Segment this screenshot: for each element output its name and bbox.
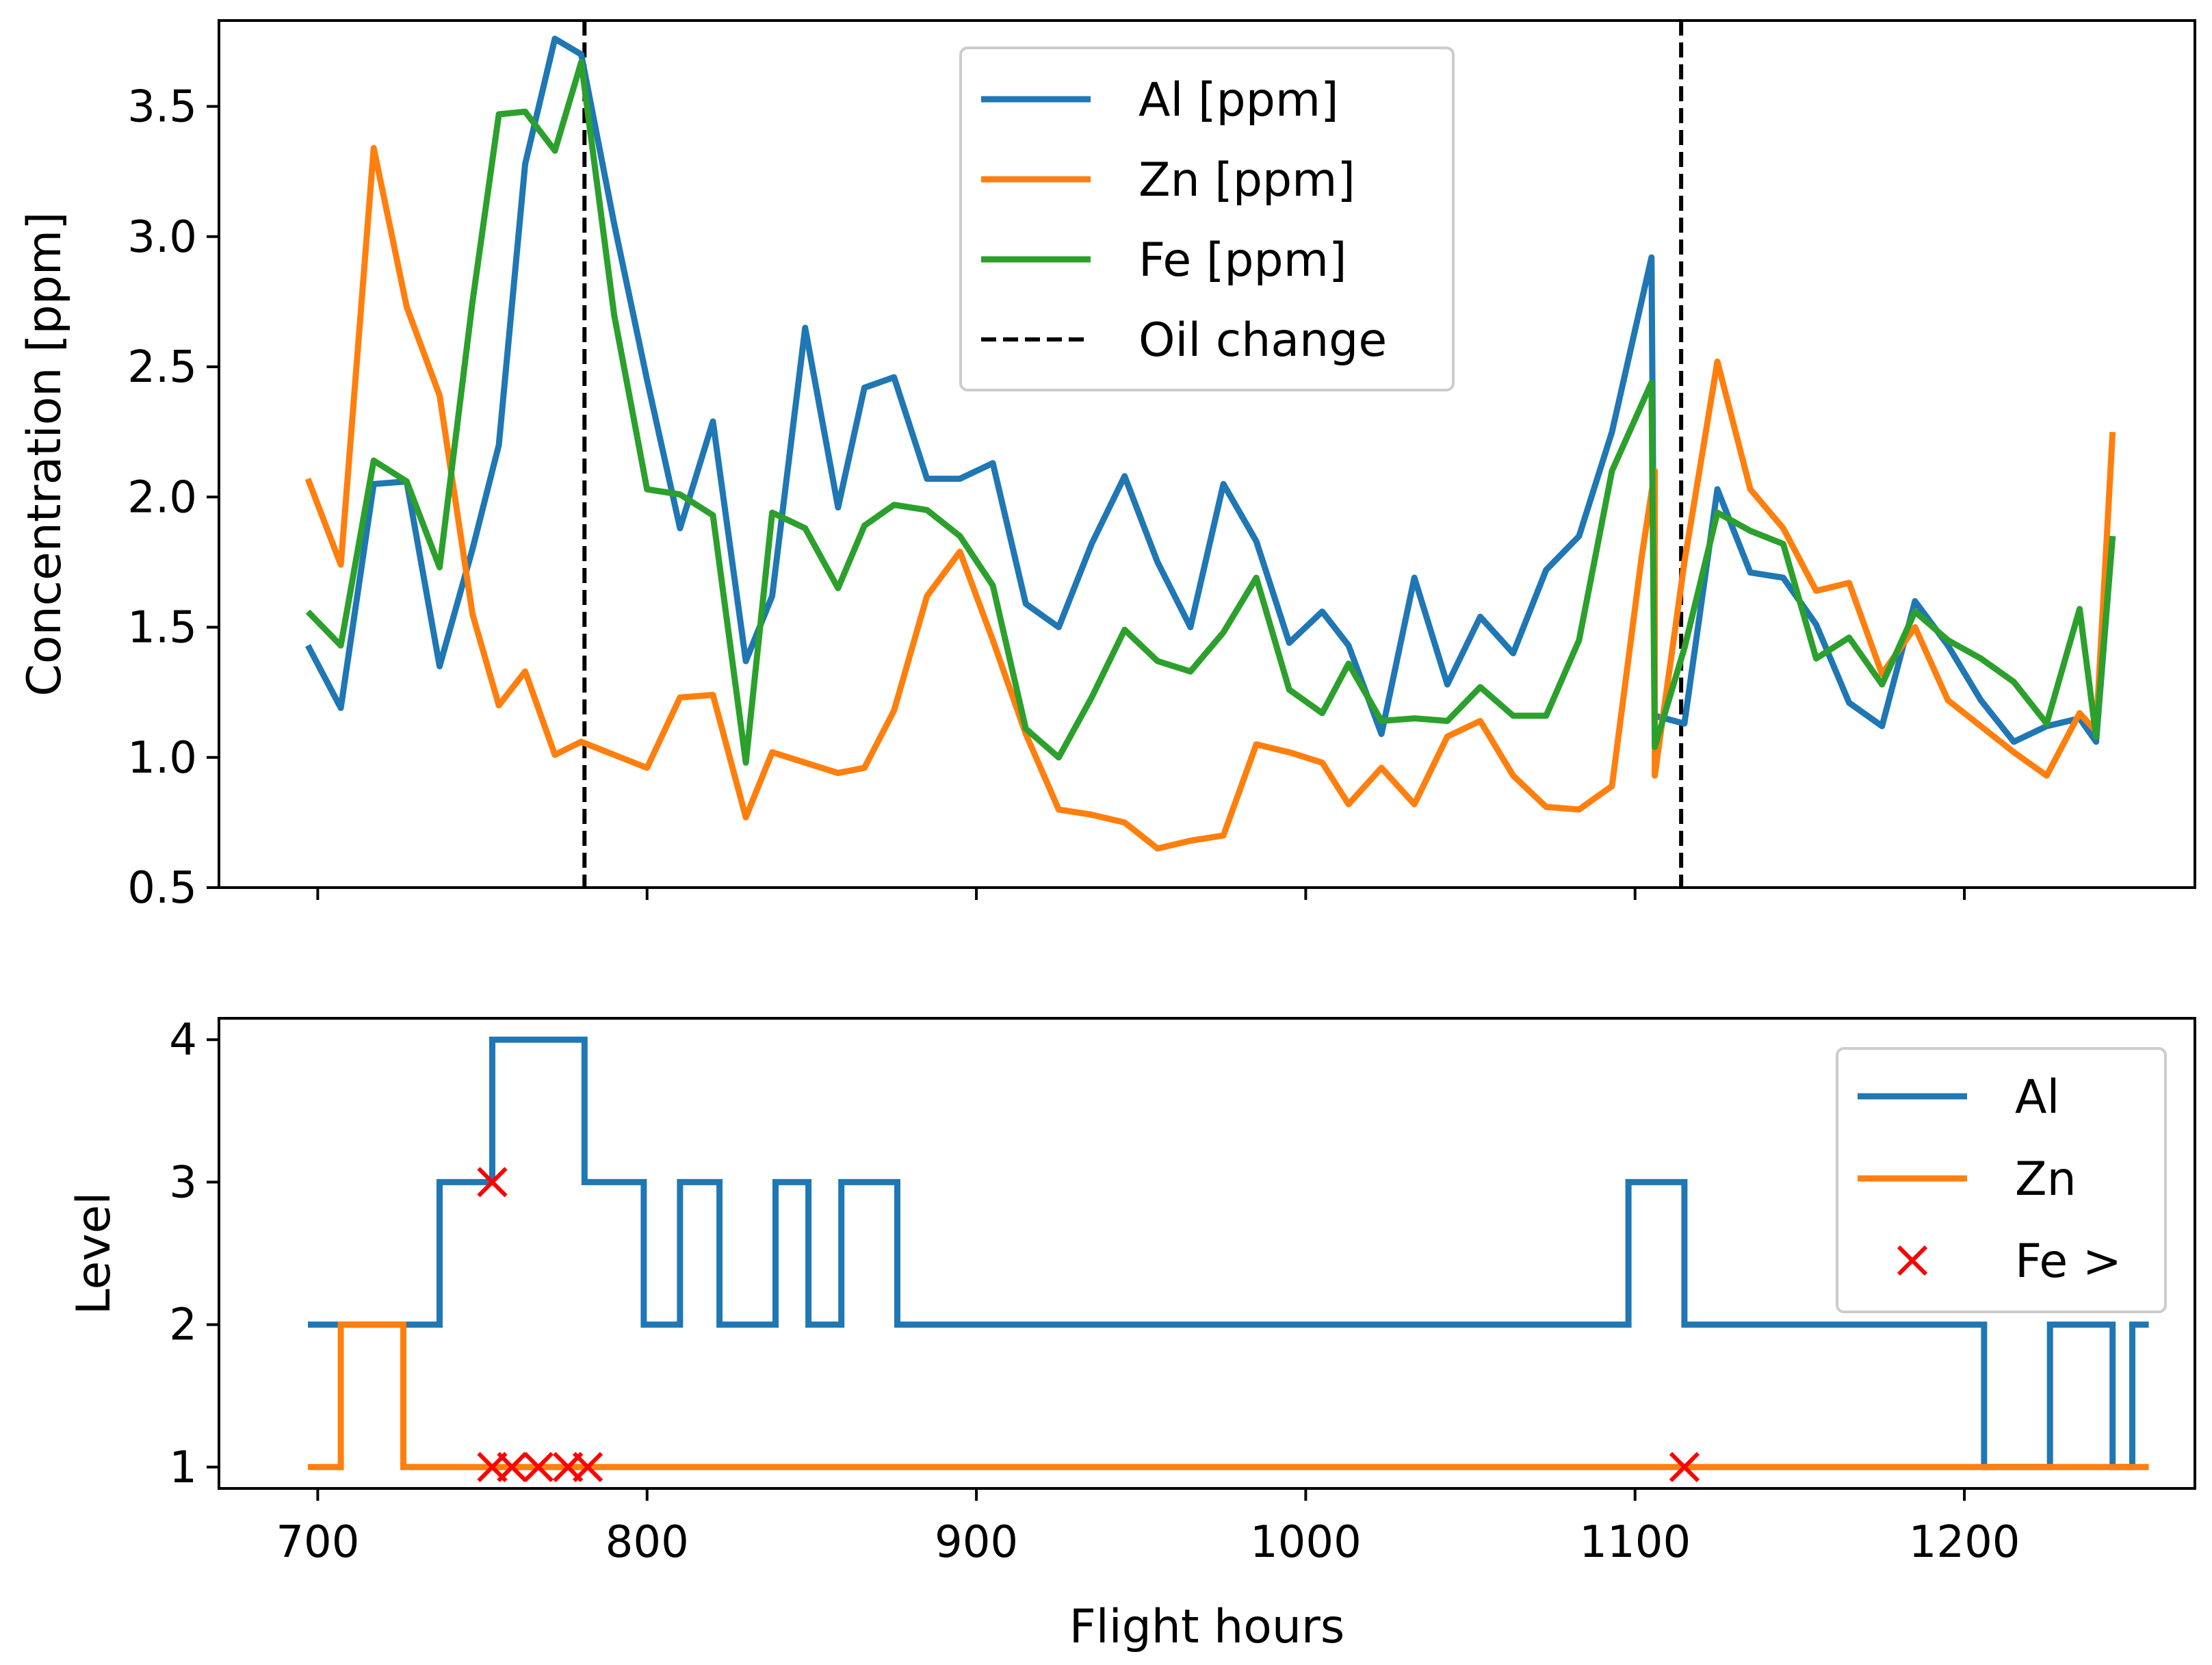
top-y-tick-label: 2.5 (127, 342, 197, 393)
top-y-tick-label: 2.0 (127, 472, 197, 523)
bottom-x-ticks: 700 800 900 1000 1100 1200 (276, 1488, 2020, 1568)
top-y-tick-label: 3.5 (127, 82, 197, 133)
series-line-fe (305, 59, 2116, 766)
x-tick-label: 1000 (1250, 1517, 1362, 1568)
top-y-tick-label: 0.5 (127, 863, 197, 914)
bottom-y-ticks: 1 2 3 4 (169, 1015, 219, 1493)
x-tick-label: 800 (606, 1517, 689, 1568)
bottom-y-tick-label: 3 (169, 1157, 197, 1208)
bottom-y-tick-label: 1 (169, 1443, 197, 1493)
level-line-zn (308, 1321, 2149, 1471)
bottom-legend-label: Fe > (2015, 1235, 2122, 1289)
top-y-axis-label: Concentration [ppm] (18, 211, 72, 696)
top-legend-label: Fe [ppm] (1138, 233, 1346, 287)
top-y-tick-label: 3.0 (127, 212, 197, 263)
fe-exceed-marker (497, 1451, 528, 1482)
bottom-y-axis-label: Level (67, 1192, 121, 1315)
bottom-legend-box (1836, 1047, 2167, 1313)
concentration-panel: 0.5 1.0 1.5 2.0 2.5 3.0 3.5 Concentration [ppm… (18, 19, 2196, 914)
bottom-legend-label: Zn (2015, 1152, 2077, 1206)
fe-exceed-marker (1669, 1451, 1700, 1482)
top-y-tick-label: 1.5 (127, 603, 197, 654)
bottom-series-lines (308, 1036, 2149, 1482)
x-tick-label: 900 (935, 1517, 1018, 1568)
top-series-lines (304, 36, 2116, 852)
top-legend: Al [ppm] Zn [ppm] Fe [ppm] Oil change (959, 47, 1455, 391)
bottom-legend: Al Zn Fe > (1836, 1047, 2167, 1313)
bottom-y-tick-label: 4 (169, 1015, 197, 1066)
bottom-y-tick-label: 2 (169, 1300, 197, 1351)
top-axes-frame (218, 19, 2196, 889)
level-panel: 1 2 3 4 700 800 900 1000 1100 1200 Level Flight … (67, 1015, 2196, 1654)
top-x-ticks (316, 888, 1966, 900)
top-dashed-lines (582, 21, 1684, 888)
top-legend-box (959, 47, 1455, 391)
bottom-legend-swatch (1897, 1245, 1928, 1276)
x-axis-label: Flight hours (1069, 1600, 1345, 1654)
top-legend-label: Al [ppm] (1138, 73, 1339, 127)
x-tick-label: 1200 (1909, 1517, 2020, 1568)
fe-exceed-marker (572, 1451, 603, 1482)
top-y-ticks: 0.5 1.0 1.5 2.0 2.5 3.0 3.5 (127, 82, 219, 914)
bottom-axes-frame (218, 1017, 2196, 1490)
top-y-tick-label: 1.0 (127, 733, 197, 784)
top-legend-label: Oil change (1138, 313, 1387, 367)
x-tick-label: 1100 (1579, 1517, 1691, 1568)
series-line-zn (304, 144, 2116, 852)
level-line-al (308, 1036, 2149, 1471)
x-tick-label: 700 (276, 1517, 359, 1568)
fe-exceed-marker (523, 1451, 554, 1482)
bottom-legend-label: Al (2015, 1070, 2059, 1124)
top-legend-label: Zn [ppm] (1138, 153, 1355, 207)
fe-exceed-marker (477, 1167, 508, 1198)
